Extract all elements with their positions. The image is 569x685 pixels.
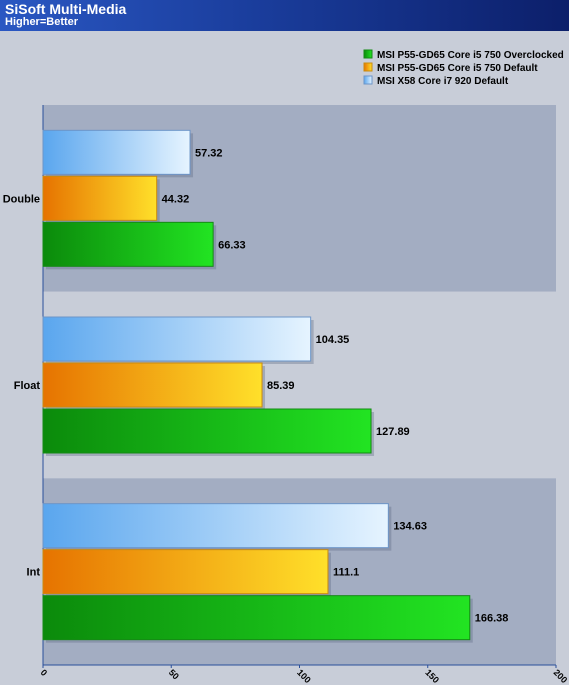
bar-int-series-0: [42, 503, 389, 549]
legend-entry: MSI X58 Core i7 920 Default: [377, 76, 509, 87]
bar-int-series-2: [42, 595, 471, 641]
x-tick-label: 0: [39, 667, 50, 678]
category-label: Double: [3, 193, 40, 205]
legend-swatch: [363, 75, 373, 85]
data-label: 111.1: [333, 567, 359, 579]
x-tick-label: 50: [167, 667, 181, 681]
x-tick-label: 100: [295, 667, 313, 685]
category-label: Int: [27, 567, 41, 579]
data-label: 134.63: [393, 521, 427, 533]
x-tick-label: 200: [552, 667, 569, 685]
bar-double-series-0: [42, 129, 191, 175]
category-label: Float: [14, 380, 41, 392]
bar-double-series-1: [42, 175, 158, 221]
bar-float-series-1: [42, 362, 263, 408]
chart-title: SiSoft Multi-Media: [5, 1, 127, 17]
chart-header: SiSoft Multi-Media Higher=Better: [0, 0, 569, 31]
legend-entry: MSI P55-GD65 Core i5 750 Default: [377, 63, 538, 74]
legend-entry: MSI P55-GD65 Core i5 750 Overclocked: [377, 50, 564, 61]
bar-int-series-1: [42, 549, 329, 595]
legend-swatch: [363, 49, 373, 59]
data-label: 44.32: [162, 193, 190, 205]
bar-double-series-2: [42, 221, 214, 267]
chart-subtitle: Higher=Better: [5, 16, 79, 28]
data-label: 66.33: [218, 239, 246, 251]
data-label: 57.32: [195, 147, 223, 159]
legend-swatch: [363, 62, 373, 72]
data-label: 104.35: [316, 334, 350, 346]
bar-float-series-2: [42, 408, 372, 454]
x-tick-label: 150: [423, 667, 441, 685]
data-label: 166.38: [475, 613, 509, 625]
data-label: 127.89: [376, 426, 410, 438]
data-label: 85.39: [267, 380, 295, 392]
bar-float-series-0: [42, 316, 312, 362]
